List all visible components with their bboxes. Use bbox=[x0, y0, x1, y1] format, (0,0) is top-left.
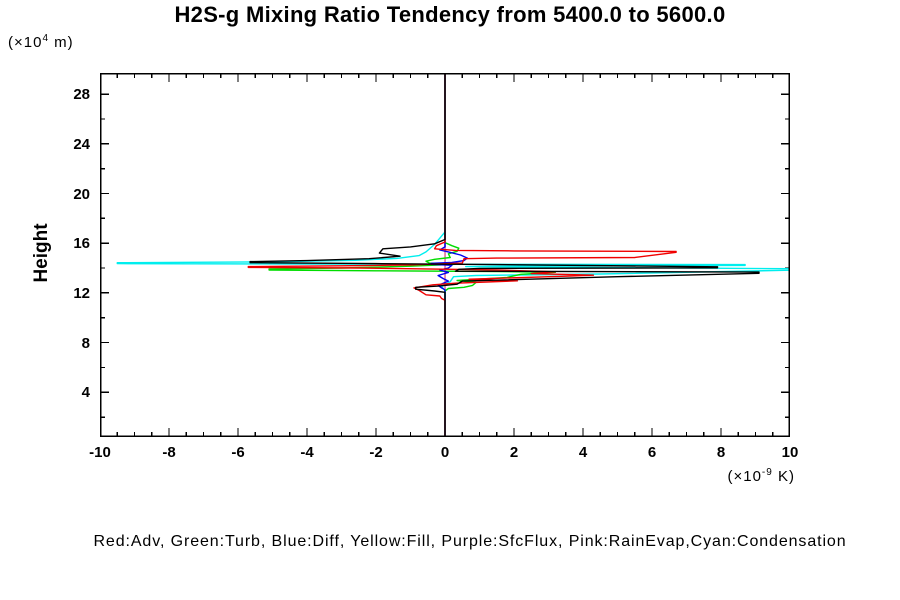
x-tick-label: 4 bbox=[578, 444, 588, 461]
x-tick-label: -8 bbox=[162, 444, 176, 461]
chart-title: H2S-g Mixing Ratio Tendency from 5400.0 … bbox=[174, 2, 726, 27]
x-tick-label: -6 bbox=[231, 444, 245, 461]
x-tick-label: 10 bbox=[781, 444, 799, 461]
series-condensation bbox=[116, 73, 790, 437]
x-tick-label: 6 bbox=[647, 444, 657, 461]
y-tick-label: 8 bbox=[81, 334, 90, 352]
series-turb bbox=[268, 73, 557, 437]
plot-area bbox=[100, 73, 790, 437]
x-tick-label: 2 bbox=[509, 444, 519, 461]
y-tick-label: 20 bbox=[73, 185, 90, 203]
x-axis-unit-label: (×10-9 K) bbox=[727, 467, 795, 485]
x-tick-label: 0 bbox=[440, 444, 450, 461]
y-tick-label: 12 bbox=[73, 284, 90, 302]
plot-frame bbox=[100, 73, 790, 437]
y-axis-title: Height bbox=[31, 223, 52, 283]
x-tick-label: -10 bbox=[89, 444, 111, 461]
y-tick-label: 24 bbox=[73, 135, 90, 153]
x-tick-label: -2 bbox=[369, 444, 383, 461]
y-tick-label: 16 bbox=[73, 235, 90, 253]
y-tick-label: 28 bbox=[73, 86, 90, 104]
legend-text: Red:Adv, Green:Turb, Blue:Diff, Yellow:F… bbox=[93, 533, 847, 550]
x-tick-label: 8 bbox=[716, 444, 726, 461]
y-tick-label: 4 bbox=[81, 384, 90, 402]
series-black bbox=[249, 73, 760, 437]
x-tick-label: -4 bbox=[300, 444, 314, 461]
y-axis-unit-label: (×104 m) bbox=[8, 33, 74, 51]
